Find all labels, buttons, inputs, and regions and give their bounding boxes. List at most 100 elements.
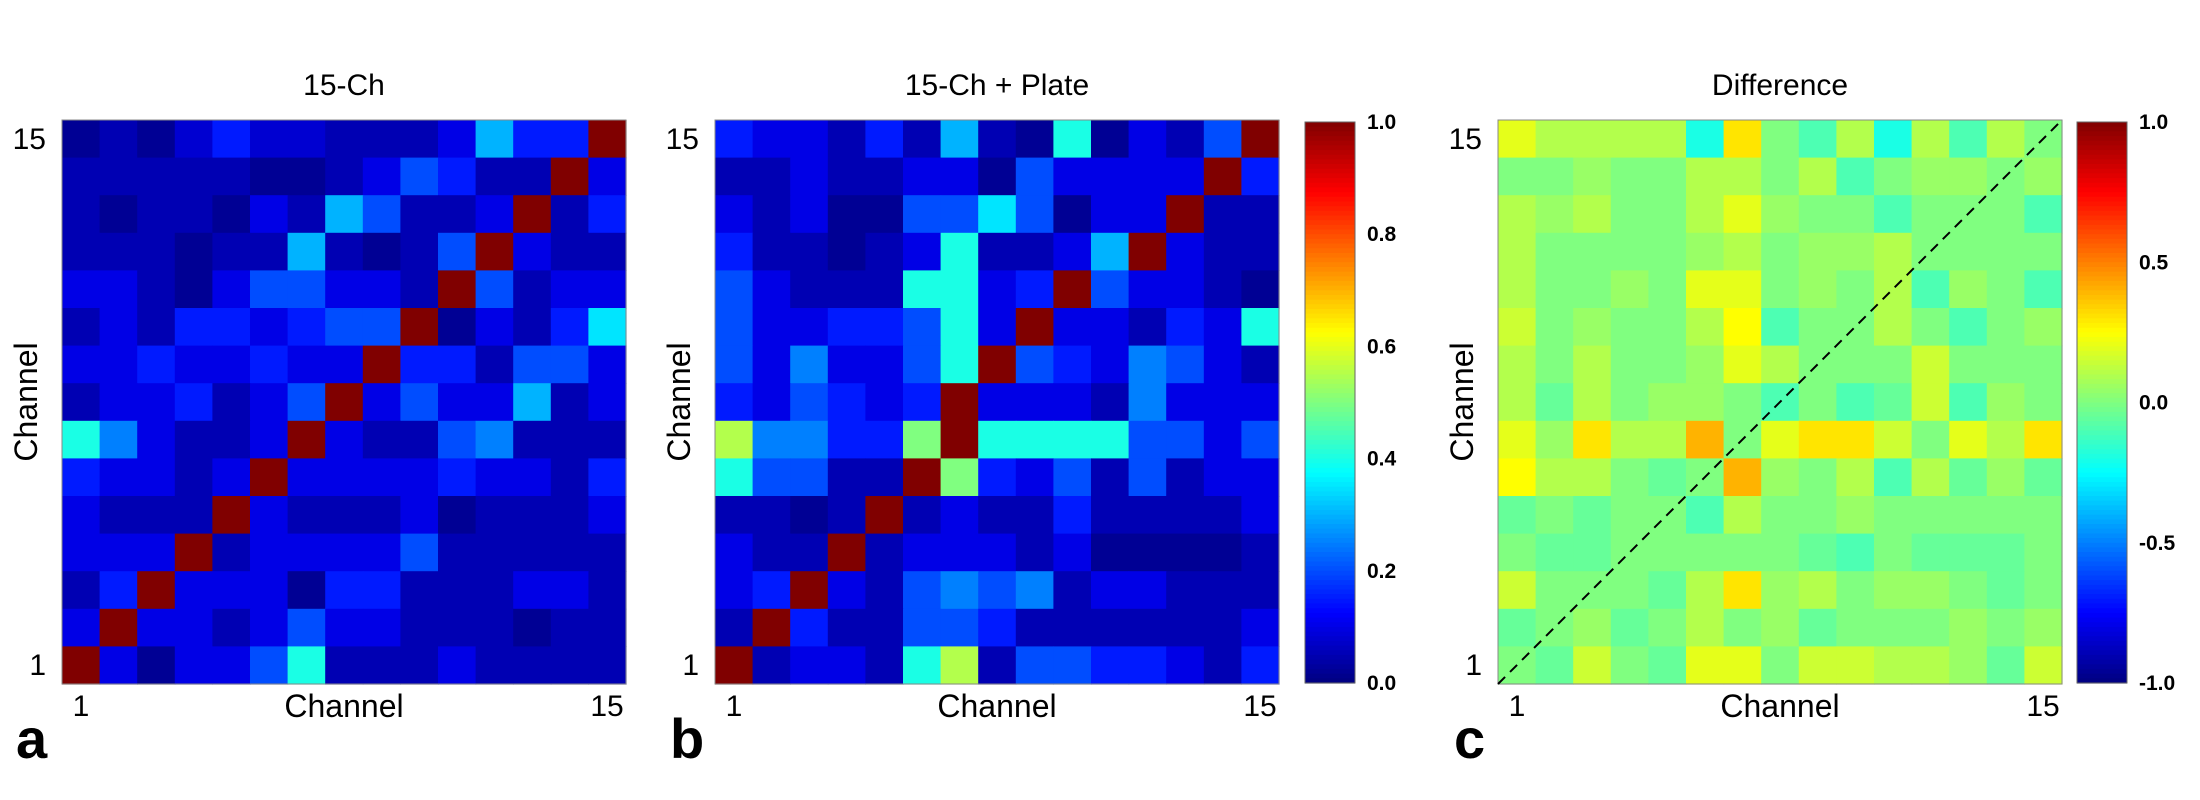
heatmap-cell: [1498, 195, 1537, 234]
heatmap-cell: [1573, 458, 1612, 497]
heatmap-cell: [137, 195, 176, 234]
heatmap-cell: [1573, 232, 1612, 271]
heatmap-cell: [400, 308, 439, 347]
colorbar-segment: [2077, 182, 2127, 189]
heatmap-cell: [978, 345, 1017, 384]
heatmap-cell: [1986, 458, 2025, 497]
heatmap-cell: [400, 120, 439, 159]
heatmap-cell: [940, 420, 979, 459]
colorbar-segment: [2077, 626, 2127, 633]
heatmap-cell: [1053, 420, 1092, 459]
heatmap-cell: [1128, 195, 1167, 234]
colorbar-segment: [1305, 561, 1355, 567]
heatmap-cell: [1723, 345, 1762, 384]
heatmap-cell: [137, 383, 176, 422]
colorbar-segment: [2077, 496, 2127, 502]
heatmap-cell: [1911, 533, 1950, 572]
heatmap-cell: [1723, 232, 1762, 271]
heatmap-cell: [174, 458, 213, 497]
colorbar-segment: [2077, 252, 2127, 259]
colorbar-segment: [1305, 360, 1355, 366]
heatmap-cell: [588, 533, 627, 572]
colorbar-segment: [2077, 561, 2127, 567]
heatmap-cell: [1648, 308, 1687, 347]
colorbar-segment: [2077, 192, 2127, 198]
colorbar-segment: [1305, 187, 1355, 193]
colorbar-segment: [1305, 192, 1355, 198]
heatmap-cell: [1128, 345, 1167, 384]
heatmap-cell: [513, 608, 552, 647]
heatmap-cell: [715, 308, 754, 347]
colorbar-segment: [1305, 383, 1355, 390]
colorbar-segment: [2077, 463, 2127, 469]
heatmap-cell: [1686, 157, 1725, 196]
heatmap-cell: [362, 458, 401, 497]
heatmap-cell: [174, 533, 213, 572]
heatmap-cell: [1053, 345, 1092, 384]
heatmap-cell: [1573, 383, 1612, 422]
heatmap-cell: [1836, 458, 1875, 497]
heatmap-cell: [1648, 608, 1687, 647]
heatmap-cell: [362, 120, 401, 159]
heatmap-cell: [1053, 157, 1092, 196]
heatmap-cell: [978, 157, 1017, 196]
heatmap-cell: [287, 120, 326, 159]
colorbar-segment: [2077, 584, 2127, 591]
colorbar-segment: [2077, 580, 2127, 586]
heatmap-cell: [940, 157, 979, 196]
colorbar-segment: [1305, 411, 1355, 418]
heatmap-cell: [1761, 420, 1800, 459]
colorbar-segment: [2077, 136, 2127, 142]
heatmap-cell: [1498, 420, 1537, 459]
panel-b-x-label: Channel: [937, 688, 1056, 724]
colorbar-segment: [1305, 673, 1355, 679]
colorbar-segment: [2077, 397, 2127, 404]
heatmap-cell: [212, 533, 251, 572]
heatmap-cell: [250, 533, 289, 572]
colorbar-segment: [2077, 159, 2127, 165]
heatmap-cell: [1241, 496, 1280, 535]
heatmap-cell: [1986, 571, 2025, 610]
colorbar-segment: [2077, 617, 2127, 623]
colorbar-segment: [1305, 337, 1355, 343]
heatmap-cell: [1610, 232, 1649, 271]
heatmap-cell: [1573, 571, 1612, 610]
heatmap-cell: [400, 157, 439, 196]
colorbar-segment: [2077, 421, 2127, 427]
panel-a-y-tick-top: 15: [13, 123, 46, 156]
heatmap-cell: [1091, 533, 1130, 572]
heatmap-cell: [1610, 383, 1649, 422]
colorbar-segment: [2077, 206, 2127, 212]
heatmap-cell: [137, 458, 176, 497]
heatmap-cell: [1911, 120, 1950, 159]
heatmap-cell: [790, 458, 829, 497]
heatmap-cell: [588, 270, 627, 309]
heatmap-cell: [438, 345, 477, 384]
heatmap-cell: [1874, 232, 1913, 271]
colorbar-segment: [1305, 444, 1355, 450]
heatmap-cell: [588, 345, 627, 384]
colorbar-b-frame: [1304, 121, 1356, 684]
colorbar-segment: [2077, 552, 2127, 558]
colorbar-c-ticks: 1.0 0.5 0.0 -0.5 -1.0: [2139, 111, 2176, 695]
heatmap-cell: [1535, 232, 1574, 271]
heatmap-cell: [752, 270, 791, 309]
heatmap-cell: [1573, 646, 1612, 685]
colorbar-segment: [1305, 589, 1355, 595]
colorbar-segment: [2077, 369, 2127, 376]
heatmap-cell: [827, 458, 866, 497]
heatmap-cell: [1091, 646, 1130, 685]
heatmap-cell: [400, 608, 439, 647]
heatmap-cell: [978, 383, 1017, 422]
heatmap-cell: [1053, 496, 1092, 535]
colorbar-segment: [1305, 168, 1355, 175]
heatmap-cell: [752, 195, 791, 234]
colorbar-segment: [1305, 238, 1355, 245]
panel-c-cells: [1498, 120, 2063, 685]
heatmap-cell: [99, 571, 138, 610]
colorbar-c-gradient: [2077, 122, 2127, 684]
heatmap-cell: [1911, 608, 1950, 647]
panel-c-x-label: Channel: [1720, 688, 1839, 724]
heatmap-cell: [1128, 157, 1167, 196]
colorbar-segment: [2077, 673, 2127, 679]
